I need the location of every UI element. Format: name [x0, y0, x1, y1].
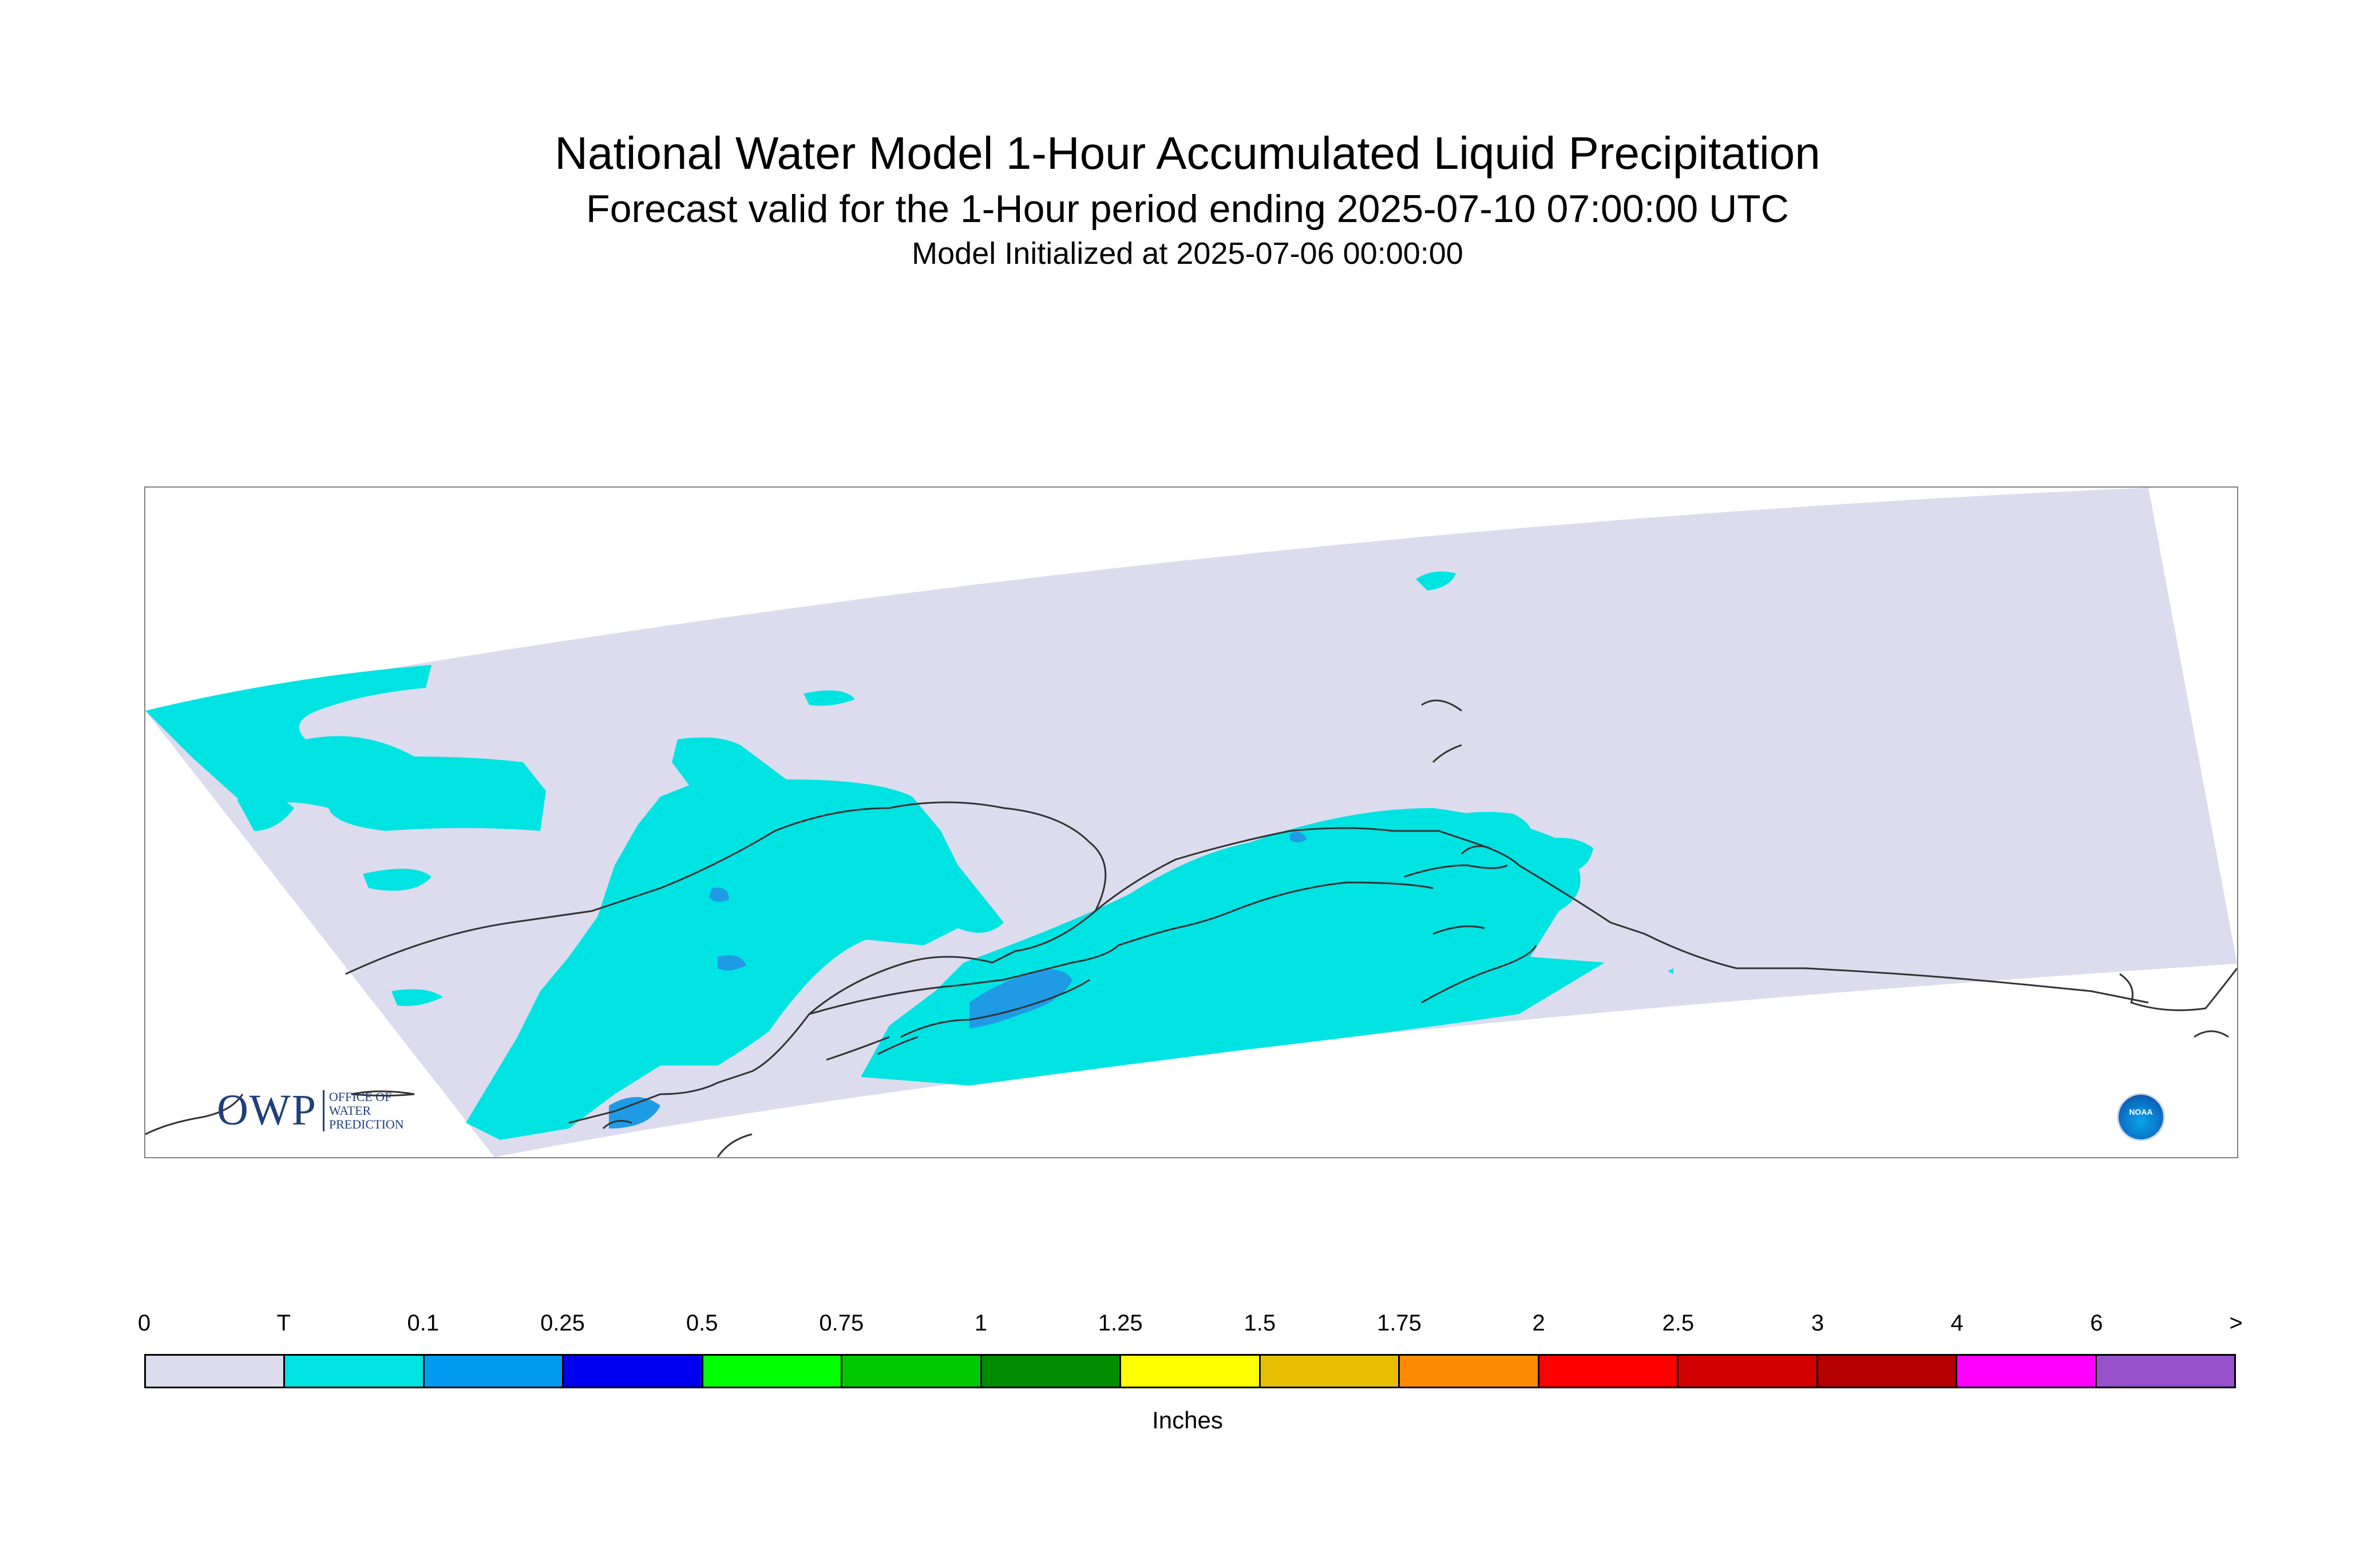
colorbar-swatch	[146, 1356, 286, 1387]
colorbar-tick-label: 0.1	[407, 1310, 440, 1336]
colorbar-tick-label: 2	[1532, 1310, 1545, 1336]
colorbar-swatch	[1121, 1356, 1261, 1387]
owp-logo-line: WATER	[328, 1103, 371, 1118]
colorbar-swatch	[981, 1356, 1122, 1387]
map-canvas	[145, 488, 2237, 1157]
noaa-logo-text: NOAA	[2129, 1107, 2153, 1116]
precipitation-map: OWP OFFICE OF WATER PREDICTION NOAA	[144, 486, 2238, 1158]
init-time-label: Model Initialized at 2025-07-06 00:00:00	[912, 236, 1463, 271]
colorbar-tick-label: 6	[2090, 1310, 2103, 1336]
colorbar-tick-label: 0.75	[819, 1310, 864, 1336]
colorbar-swatch	[703, 1356, 843, 1387]
colorbar-swatch	[1679, 1356, 1818, 1387]
colorbar-swatch	[564, 1356, 703, 1387]
colorbar-tick-label: 1.5	[1244, 1310, 1276, 1336]
colorbar-tick-label: 1	[974, 1310, 988, 1336]
colorbar-swatch	[424, 1356, 564, 1387]
owp-logo-mark: OWP	[217, 1086, 317, 1134]
colorbar-tick-label: 2.5	[1662, 1310, 1695, 1336]
colorbar-swatch	[1400, 1356, 1539, 1387]
colorbar-swatch	[2096, 1356, 2235, 1387]
noaa-logo: NOAA	[2117, 1093, 2165, 1141]
colorbar-tick-label: 0	[137, 1310, 151, 1336]
colorbar-swatch	[1818, 1356, 1958, 1387]
colorbar-units-label: Inches	[1152, 1407, 1223, 1434]
owp-logo-subtitle: OFFICE OF WATER PREDICTION	[322, 1089, 404, 1131]
colorbar-tick-label: 1.25	[1098, 1310, 1143, 1336]
colorbar-swatch	[1260, 1356, 1400, 1387]
colorbar-swatch	[1957, 1356, 2097, 1387]
colorbar	[144, 1354, 2236, 1388]
colorbar-tick-label: >	[2229, 1310, 2243, 1336]
coastlines	[145, 699, 2237, 1157]
owp-logo: OWP OFFICE OF WATER PREDICTION	[217, 1086, 404, 1135]
colorbar-swatch	[1539, 1356, 1679, 1387]
colorbar-tick-label: 0.5	[686, 1310, 718, 1336]
colorbar-tick-label: 1.75	[1377, 1310, 1422, 1336]
trace-precip-areas	[145, 571, 1673, 1140]
colorbar-swatch	[842, 1356, 982, 1387]
owp-logo-line: PREDICTION	[328, 1116, 404, 1131]
colorbar-tick-label: 4	[1950, 1310, 1964, 1336]
colorbar-swatch	[285, 1356, 425, 1387]
owp-logo-line: OFFICE OF	[328, 1089, 392, 1104]
colorbar-tick-label: 0.25	[540, 1310, 585, 1336]
map-title: National Water Model 1-Hour Accumulated …	[555, 128, 1820, 179]
colorbar-tick-labels: 0 T 0.1 0.25 0.5 0.75 1 1.25 1.5 1.75 2 2.5 3 4 6 >	[138, 1310, 2243, 1345]
colorbar-tick-label: T	[276, 1310, 291, 1336]
map-subtitle: Forecast valid for the 1-Hour period end…	[586, 187, 1789, 231]
colorbar-tick-label: 3	[1811, 1310, 1824, 1336]
